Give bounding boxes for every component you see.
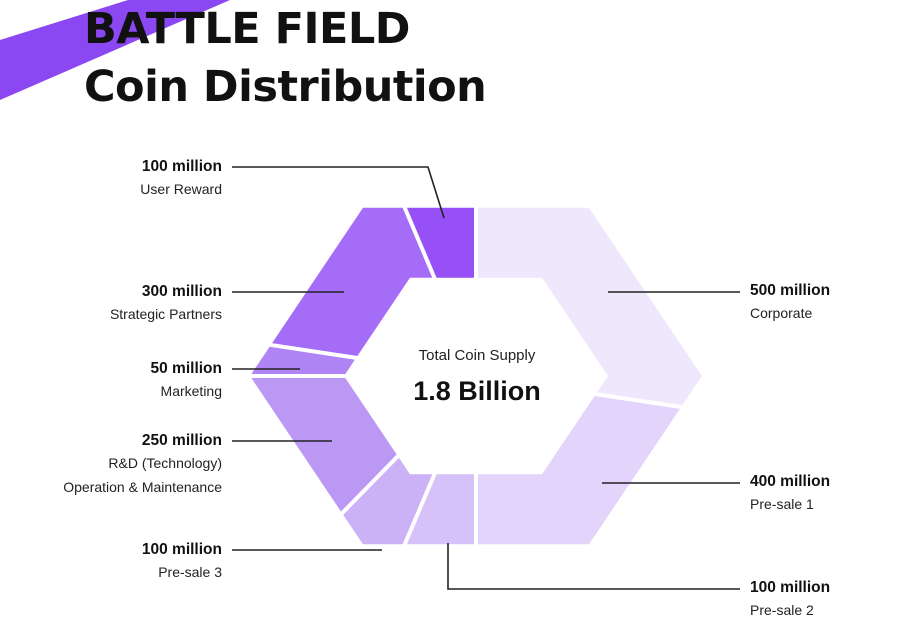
slice-divider-5 [340, 454, 400, 516]
slice-label-presale3: 100 million Pre-sale 3 [142, 540, 222, 584]
slice-label-presale2: 100 million Pre-sale 2 [750, 578, 830, 622]
slice-label-rnd: 250 million R&D (Technology) Operation & M… [63, 431, 222, 499]
slice-value-presale3: 100 million [141, 541, 222, 558]
slice-name-corporate: Corporate [750, 305, 813, 321]
slice-name-rnd: R&D (Technology) [108, 455, 222, 471]
slice-name-presale3: Pre-sale 3 [158, 564, 222, 580]
slice-divider-2 [594, 392, 683, 410]
slice-label-corporate: 500 million Corporate [750, 281, 830, 325]
slice-name-partners: Strategic Partners [109, 306, 222, 322]
slice-name-reward: User Reward [140, 181, 222, 197]
slice-divider-4 [402, 472, 437, 546]
slice-label-partners: 300 million Strategic Partners [110, 282, 222, 326]
slice-reward [404, 207, 476, 278]
slice-label-reward: 100 million User Reward [140, 157, 222, 201]
center-label: Total Coin Supply [418, 347, 536, 364]
slice-value-reward: 100 million [141, 158, 222, 175]
slice-name-presale2: Pre-sale 2 [750, 602, 814, 618]
slice-corporate [476, 207, 702, 408]
slice-name-rnd-line-2: Operation & Maintenance [63, 479, 222, 495]
slice-value-presale1: 400 million [750, 473, 831, 490]
leader-line-presale2 [447, 543, 740, 590]
slice-value-corporate: 500 million [750, 282, 831, 299]
chart-title-line-2: Coin Distribution [84, 62, 487, 112]
slice-presale1 [476, 394, 682, 545]
slice-dividers [249, 206, 683, 546]
slice-name-presale1: Pre-sale 1 [750, 496, 814, 512]
slice-presale3 [342, 456, 435, 545]
slice-divider-7 [269, 342, 358, 360]
slice-value-marketing: 50 million [150, 360, 223, 377]
slice-value-presale2: 100 million [750, 579, 831, 596]
slice-label-marketing: 50 million Marketing [151, 359, 223, 403]
slice-value-partners: 300 million [141, 283, 222, 300]
chart-title-line-1: BATTLE FIELD [84, 4, 410, 54]
leader-lines [232, 166, 740, 590]
slice-presale2 [404, 474, 476, 545]
slice-name-marketing: Marketing [160, 383, 222, 399]
center-total-value: 1.8 Billion [413, 376, 541, 406]
slice-divider-8 [402, 206, 437, 280]
hexagon-donut [250, 207, 702, 545]
leader-line-reward [232, 166, 445, 219]
slice-partners [270, 207, 435, 358]
slice-rnd [250, 376, 398, 514]
accent-stripe [0, 0, 230, 100]
slice-label-presale1: 400 million Pre-sale 1 [750, 472, 830, 516]
slice-value-rnd: 250 million [141, 432, 222, 449]
